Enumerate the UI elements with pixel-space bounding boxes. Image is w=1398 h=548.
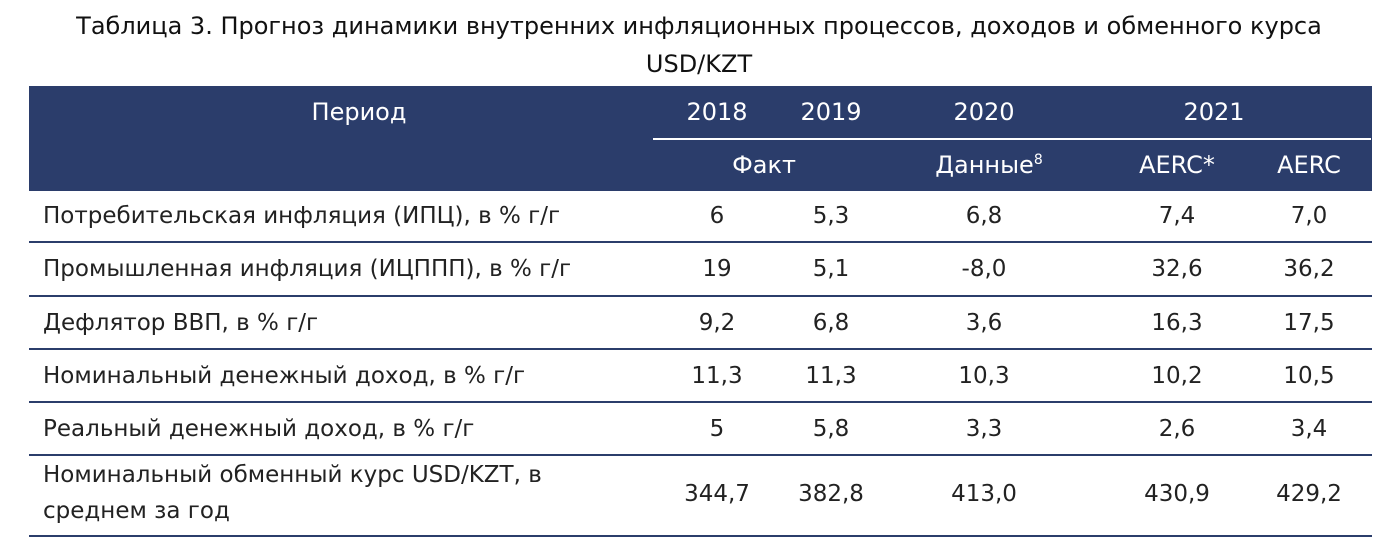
cell-2018: 6 (709, 203, 725, 229)
cell-2020: 6,8 (965, 203, 1003, 229)
table-title: Таблица 3. Прогноз динамики внутренних и… (0, 7, 1398, 83)
cell-2020: 10,3 (958, 363, 1010, 389)
cell-2020: -8,0 (961, 256, 1007, 282)
cell-2018: 344,7 (684, 481, 750, 507)
header-period: Период (311, 98, 407, 126)
table-row: Номинальный обменный курс USD/KZT, в сре… (29, 456, 1372, 537)
row-label: Номинальный денежный доход, в % г/г (43, 363, 526, 389)
table-row: Номинальный денежный доход, в % г/г 11,3… (29, 350, 1372, 403)
cell-2019: 382,8 (798, 481, 864, 507)
header-aerc-star: AERC* (1139, 151, 1215, 179)
cell-2019: 5,8 (812, 416, 850, 442)
header-year-2021: 2021 (1183, 98, 1245, 126)
cell-2021-aerc: 429,2 (1276, 481, 1342, 507)
cell-2021-aerc: 7,0 (1290, 203, 1328, 229)
cell-2019: 5,3 (812, 203, 850, 229)
header-year-2020: 2020 (953, 98, 1015, 126)
table-row: Промышленная инфляция (ИЦППП), в % г/г 1… (29, 243, 1372, 297)
table-header: Период 2018 2019 2020 2021 Факт Данные8 … (29, 86, 1372, 191)
cell-2019: 5,1 (812, 256, 850, 282)
cell-2018: 19 (702, 256, 732, 282)
cell-2021-aerc: 10,5 (1283, 363, 1335, 389)
row-label: Реальный денежный доход, в % г/г (43, 416, 475, 442)
row-label: Промышленная инфляция (ИЦППП), в % г/г (43, 256, 572, 282)
table-row: Дефлятор ВВП, в % г/г 9,2 6,8 3,6 16,3 1… (29, 297, 1372, 350)
row-label: Потребительская инфляция (ИПЦ), в % г/г (43, 203, 561, 229)
table-row: Реальный денежный доход, в % г/г 5 5,8 3… (29, 403, 1372, 456)
row-label-line-1: Номинальный обменный курс USD/KZT, в (43, 462, 542, 488)
title-line-2: USD/KZT (645, 50, 753, 78)
header-data-footnote: 8 (1033, 152, 1043, 168)
table-row: Потребительская инфляция (ИПЦ), в % г/г … (29, 191, 1372, 243)
cell-2020: 3,3 (965, 416, 1003, 442)
header-year-2019: 2019 (800, 98, 862, 126)
cell-2020: 3,6 (965, 310, 1003, 336)
cell-2021-aerc: 3,4 (1290, 416, 1328, 442)
cell-2021-aerc-star: 10,2 (1151, 363, 1203, 389)
header-divider (653, 138, 1371, 140)
cell-2021-aerc: 17,5 (1283, 310, 1335, 336)
cell-2021-aerc-star: 2,6 (1158, 416, 1196, 442)
cell-2021-aerc-star: 7,4 (1158, 203, 1196, 229)
header-aerc: AERC (1277, 151, 1341, 179)
row-label: Дефлятор ВВП, в % г/г (43, 310, 319, 336)
header-data: Данные8 (909, 151, 1069, 179)
cell-2021-aerc-star: 16,3 (1151, 310, 1203, 336)
row-label-line-2: среднем за год (43, 498, 230, 524)
cell-2019: 11,3 (805, 363, 857, 389)
cell-2018: 9,2 (698, 310, 736, 336)
header-fact: Факт (732, 151, 796, 179)
forecast-table: Период 2018 2019 2020 2021 Факт Данные8 … (29, 86, 1372, 537)
cell-2021-aerc: 36,2 (1283, 256, 1335, 282)
header-year-2018: 2018 (686, 98, 748, 126)
cell-2020: 413,0 (951, 481, 1017, 507)
title-line-1: Таблица 3. Прогноз динамики внутренних и… (76, 12, 1322, 40)
header-data-label: Данные (935, 151, 1034, 179)
cell-2018: 11,3 (691, 363, 743, 389)
cell-2018: 5 (709, 416, 725, 442)
cell-2019: 6,8 (812, 310, 850, 336)
cell-2021-aerc-star: 32,6 (1151, 256, 1203, 282)
cell-2021-aerc-star: 430,9 (1144, 481, 1210, 507)
